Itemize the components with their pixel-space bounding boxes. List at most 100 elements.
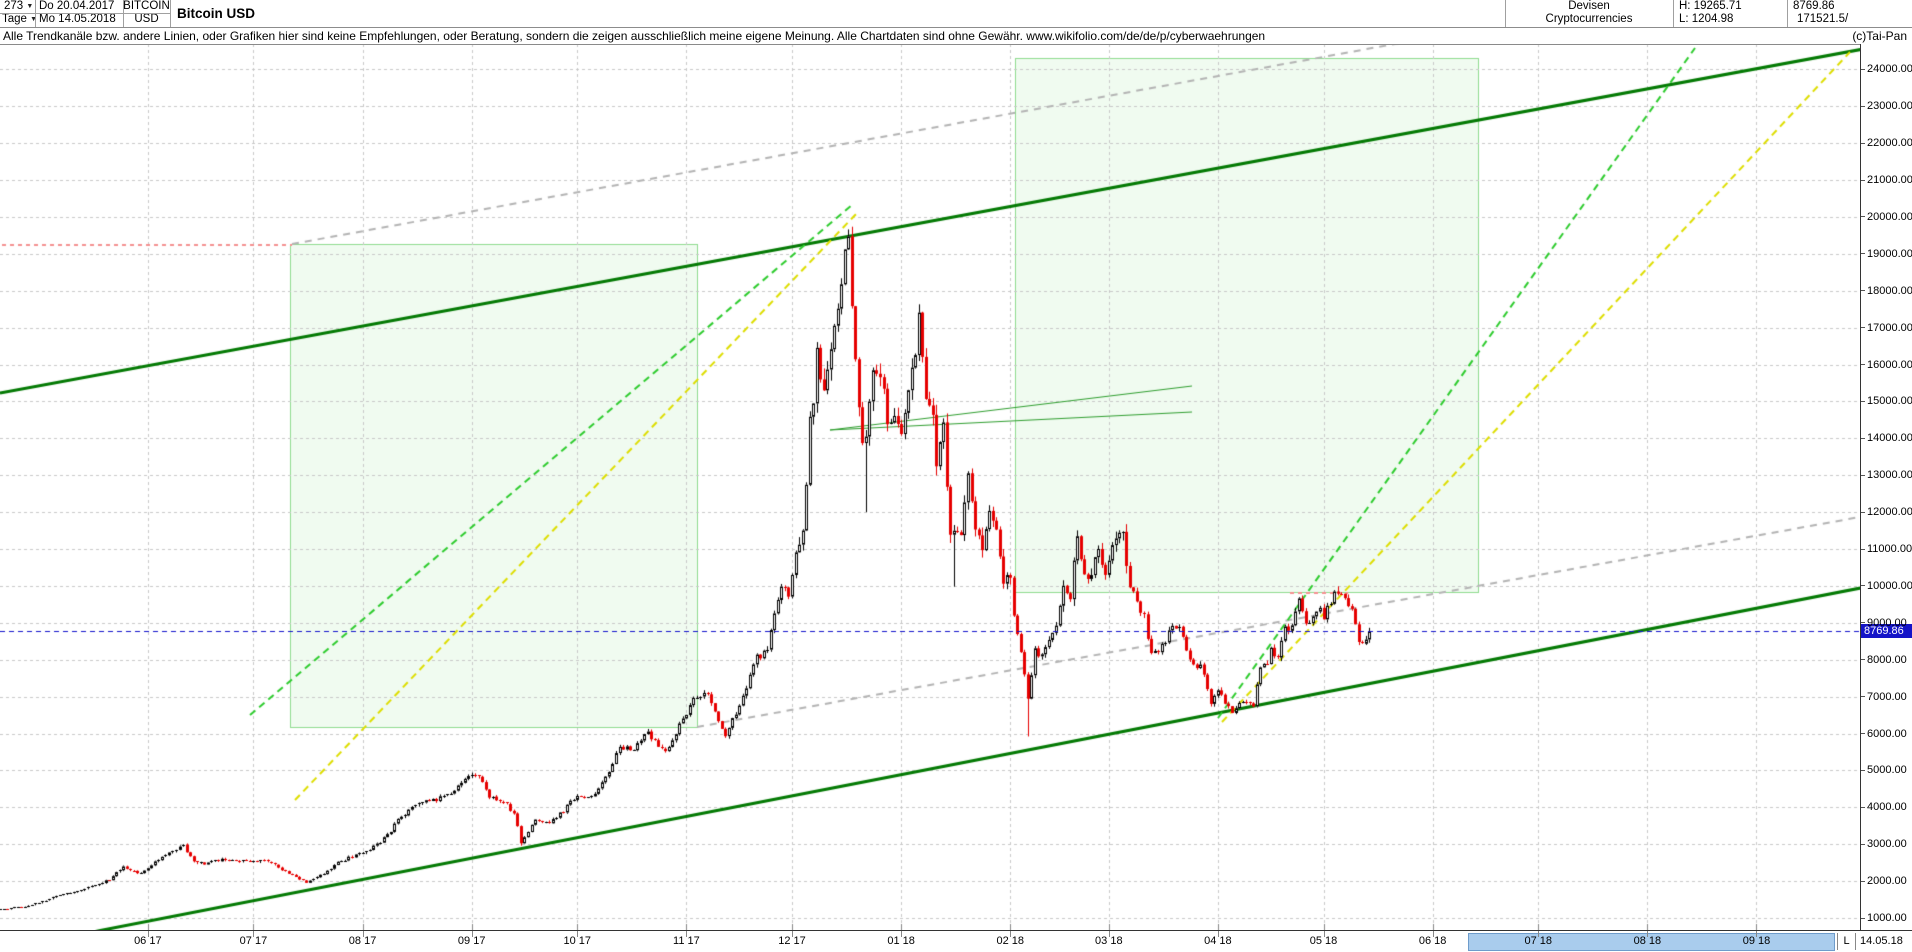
time-axis-tick — [1756, 931, 1758, 937]
month-label: 09 18 — [1742, 935, 1771, 947]
price-tick-label: 1000.00 — [1867, 912, 1907, 924]
period-dropdown[interactable]: Tage ▼ — [2, 13, 38, 25]
l-indicator: L — [1837, 933, 1856, 950]
price-axis-tick — [1861, 622, 1865, 624]
time-axis-tick — [471, 931, 473, 937]
price-axis-tick — [1861, 511, 1865, 513]
price-tick-label: 19000.00 — [1867, 247, 1912, 260]
date-to[interactable]: Mo 14.05.2018 — [39, 13, 116, 25]
copyright-watermark: (c)Tai-Pan — [1848, 29, 1907, 43]
category-line2: Cryptocurrencies — [1545, 13, 1633, 25]
symbol-name: BITCOIN — [123, 0, 170, 12]
category-line1: Devisen — [1568, 0, 1610, 12]
period-low: L: 1204.98 — [1679, 13, 1734, 25]
price-axis-tick — [1861, 659, 1865, 661]
time-axis-tick — [792, 931, 793, 937]
time-axis-tick — [1538, 931, 1540, 937]
month-label: 08 18 — [1633, 935, 1662, 947]
last-price-marker: 8769.86 — [1861, 624, 1912, 639]
disclaimer-text: Alle Trendkanäle bzw. andere Linien, ode… — [3, 29, 1266, 43]
price-axis-tick — [1861, 216, 1865, 218]
month-label: 08 17 — [348, 935, 377, 947]
price-tick-label: 21000.00 — [1867, 174, 1912, 186]
price-tick-label: 7000.00 — [1867, 690, 1907, 703]
price-axis-tick — [1861, 400, 1865, 402]
price-axis-tick — [1861, 585, 1865, 587]
time-axis-tick — [901, 931, 903, 937]
time-axis-tick — [362, 931, 364, 937]
divider — [1787, 0, 1788, 27]
price-tick-label: 11000.00 — [1867, 543, 1912, 555]
month-label: 03 18 — [1095, 935, 1123, 947]
chevron-down-icon: ▼ — [26, 3, 34, 10]
price-axis-tick — [1861, 253, 1865, 255]
price-tick-label: 8000.00 — [1867, 653, 1907, 666]
volume-value: 171521.5/ — [1797, 13, 1849, 25]
price-tick-label: 2000.00 — [1867, 875, 1907, 888]
price-axis-tick — [1861, 843, 1865, 845]
divider — [1673, 0, 1674, 27]
price-tick-label: 5000.00 — [1867, 764, 1907, 777]
price-axis-tick — [1861, 474, 1865, 476]
price-axis-tick — [1861, 142, 1865, 144]
price-axis-tick — [1861, 880, 1865, 882]
price-tick-label: 20000.00 — [1867, 210, 1912, 223]
month-label: 07 17 — [239, 935, 268, 947]
period-high: H: 19265.71 — [1679, 0, 1742, 12]
price-axis-tick — [1861, 290, 1865, 292]
price-axis-tick — [1861, 917, 1865, 919]
month-label: 09 17 — [457, 935, 486, 947]
time-axis-tick — [1647, 931, 1649, 937]
price-tick-label: 9000.00 — [1867, 616, 1907, 629]
price-axis-tick — [1861, 437, 1865, 439]
time-axis-tick — [1010, 931, 1012, 937]
month-label: 02 18 — [996, 935, 1024, 947]
price-tick-label: 18000.00 — [1867, 284, 1912, 297]
price-axis: 8769.86 1000.00 2000.00 3000.00 4000.00 5000… — [1860, 44, 1912, 930]
price-axis-tick — [1861, 68, 1865, 70]
price-axis-tick — [1861, 327, 1865, 329]
time-axis-tick — [1108, 931, 1110, 937]
page-title: Bitcoin USD — [177, 6, 256, 21]
month-label: 05 18 — [1309, 935, 1338, 947]
price-tick-label: 22000.00 — [1867, 137, 1912, 150]
bars-count-dropdown[interactable]: 273 ▼ — [4, 0, 34, 12]
selected-range-highlight[interactable] — [1468, 933, 1835, 951]
price-tick-label: 3000.00 — [1867, 838, 1907, 851]
divider — [1505, 0, 1506, 27]
time-axis-tick — [686, 931, 688, 937]
price-axis-tick — [1861, 105, 1865, 107]
divider — [0, 13, 170, 14]
month-label: 01 18 — [887, 935, 915, 947]
divider — [170, 0, 171, 27]
time-axis-tick — [1432, 931, 1434, 937]
price-tick-label: 4000.00 — [1867, 801, 1907, 814]
time-axis-tick — [577, 931, 579, 937]
date-from[interactable]: Do 20.04.2017 — [39, 0, 115, 12]
price-axis-tick — [1861, 696, 1865, 698]
last-date-label: 14.05.18 — [1860, 935, 1903, 947]
header-bar: 273 ▼ Tage ▼ Do 20.04.2017 Mo 14.05.2018… — [0, 0, 1912, 28]
month-label: 10 17 — [563, 935, 592, 947]
time-axis-tick — [1323, 931, 1325, 937]
month-label: 12 17 — [778, 935, 806, 947]
price-tick-label: 24000.00 — [1867, 63, 1912, 76]
price-tick-label: 12000.00 — [1867, 506, 1912, 519]
chevron-down-icon: ▼ — [30, 16, 38, 23]
price-tick-label: 16000.00 — [1867, 358, 1912, 371]
price-axis-tick — [1861, 179, 1865, 181]
price-axis-tick — [1861, 548, 1865, 550]
symbol-currency: USD — [134, 13, 159, 25]
time-axis-tick — [147, 931, 149, 937]
last-price-value: 8769.86 — [1793, 0, 1835, 12]
price-tick-label: 17000.00 — [1867, 321, 1912, 334]
price-tick-label: 23000.00 — [1867, 100, 1912, 113]
price-axis-tick — [1861, 769, 1865, 771]
time-axis-tick — [1217, 931, 1219, 937]
price-axis-tick — [1861, 806, 1865, 808]
time-axis: L 14.05.18 06 17 07 17 08 17 09 17 10 17 11 1… — [0, 930, 1912, 952]
price-axis-tick — [1861, 364, 1865, 365]
price-tick-label: 10000.00 — [1867, 579, 1912, 592]
